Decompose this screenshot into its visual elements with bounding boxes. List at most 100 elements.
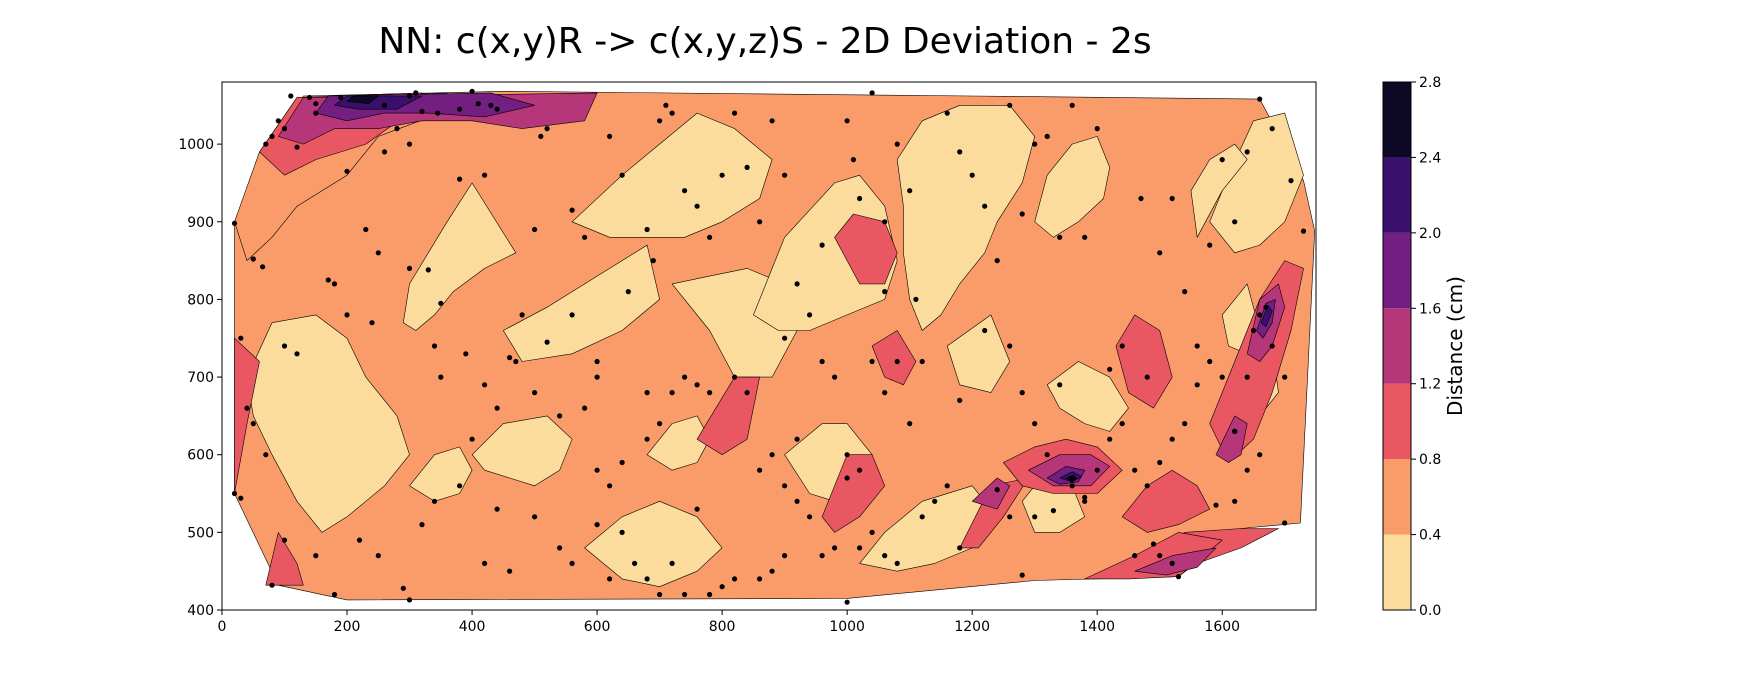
data-point-161	[1269, 343, 1275, 349]
data-point-28	[513, 358, 519, 365]
contour-region-35	[1115, 314, 1173, 409]
data-point-203	[857, 545, 863, 551]
data-point-176	[469, 436, 475, 442]
data-point-37	[625, 289, 631, 295]
data-point-64	[919, 358, 925, 365]
colorbar-frame	[1382, 81, 1412, 611]
data-point-138	[944, 483, 950, 489]
data-point-111	[557, 413, 563, 419]
data-point-209	[994, 487, 1000, 493]
contour-region-27	[234, 337, 260, 494]
data-point-175	[457, 483, 463, 489]
data-point-40	[657, 118, 663, 124]
contour-region-5	[346, 95, 379, 104]
x-tick-label: 1200	[954, 619, 990, 635]
data-point-59	[882, 219, 888, 225]
data-point-89	[1244, 149, 1250, 155]
data-point-192	[707, 591, 713, 598]
data-point-9	[306, 94, 313, 101]
data-point-0	[231, 220, 238, 226]
x-tick-label: 1600	[1204, 619, 1240, 635]
data-point-104	[431, 343, 438, 349]
data-point-27	[507, 355, 513, 361]
data-point-47	[732, 110, 738, 116]
data-point-10	[313, 110, 319, 116]
data-point-112	[569, 312, 575, 318]
data-point-241	[1244, 374, 1250, 380]
data-point-225	[381, 102, 388, 108]
data-point-30	[538, 133, 544, 139]
contour-region-44	[1134, 547, 1217, 576]
contour-region-43	[1215, 415, 1248, 463]
data-point-190	[682, 591, 688, 598]
data-point-101	[344, 312, 350, 318]
data-point-232	[644, 436, 650, 442]
x-tick-label: 200	[334, 619, 361, 635]
y-tick-label: 900	[187, 215, 214, 231]
contour-region-11	[753, 174, 898, 331]
data-point-205	[882, 553, 888, 559]
data-point-139	[957, 397, 963, 403]
contour-region-13	[946, 314, 1011, 393]
colorbar-tick-label: 0.8	[1419, 452, 1441, 468]
colorbar-segment	[1383, 82, 1411, 158]
data-point-186	[632, 560, 638, 567]
data-point-113	[582, 405, 588, 411]
data-point-211	[1019, 572, 1025, 578]
data-point-146	[1082, 498, 1088, 504]
x-tick-label: 0	[218, 619, 227, 635]
contour-region-14	[1034, 136, 1110, 238]
data-point-223	[313, 101, 319, 107]
data-point-41	[663, 102, 669, 108]
data-point-207	[919, 514, 925, 520]
data-point-141	[1007, 343, 1013, 349]
data-point-69	[994, 258, 1000, 264]
data-point-71	[1019, 211, 1025, 217]
contour-region-30	[696, 376, 760, 456]
data-point-229	[457, 106, 463, 112]
data-point-123	[732, 374, 738, 380]
contour-region-40	[971, 477, 1011, 510]
contour-region-9	[571, 112, 773, 238]
data-point-92	[1288, 178, 1294, 184]
data-point-187	[644, 576, 650, 582]
data-point-168	[331, 591, 338, 598]
colorbar-tick-label: 2.4	[1419, 150, 1441, 166]
data-point-31	[544, 126, 550, 132]
data-point-8	[294, 144, 300, 150]
colorbar-segment	[1383, 459, 1411, 535]
data-point-196	[769, 568, 775, 574]
data-point-235	[1057, 382, 1063, 388]
data-point-90	[1257, 96, 1263, 102]
data-point-217	[1157, 553, 1163, 559]
data-point-20	[438, 300, 444, 306]
data-point-151	[1144, 483, 1150, 489]
data-point-98	[281, 343, 288, 349]
contour-region-19	[1046, 361, 1129, 432]
data-point-87	[1219, 157, 1225, 163]
data-point-162	[1282, 374, 1288, 380]
data-point-128	[794, 436, 800, 442]
data-point-72	[1032, 141, 1038, 147]
colorbar-tick-label: 2.8	[1419, 75, 1441, 91]
data-point-19	[425, 267, 431, 273]
data-point-42	[669, 110, 675, 116]
colorbar: 0.0 0.4 0.8 1.2 1.6 2.0 2.4 2.8	[1382, 75, 1441, 619]
chart-title: NN: c(x,y)R -> c(x,y,z)S - 2D Deviation …	[378, 21, 1151, 62]
colorbar-tick-label: 0.0	[1419, 603, 1441, 619]
data-point-125	[757, 467, 763, 473]
data-point-99	[294, 351, 300, 357]
data-point-24	[482, 172, 488, 178]
data-point-126	[769, 452, 775, 458]
data-point-215	[1132, 553, 1138, 559]
data-point-183	[594, 522, 600, 528]
data-point-110	[544, 339, 550, 345]
data-point-140	[982, 327, 988, 334]
data-point-238	[1257, 312, 1263, 318]
data-point-173	[419, 522, 425, 528]
data-point-200	[819, 553, 825, 559]
data-point-5	[275, 118, 281, 124]
contour-layer	[234, 90, 1316, 601]
data-point-4	[269, 133, 275, 139]
